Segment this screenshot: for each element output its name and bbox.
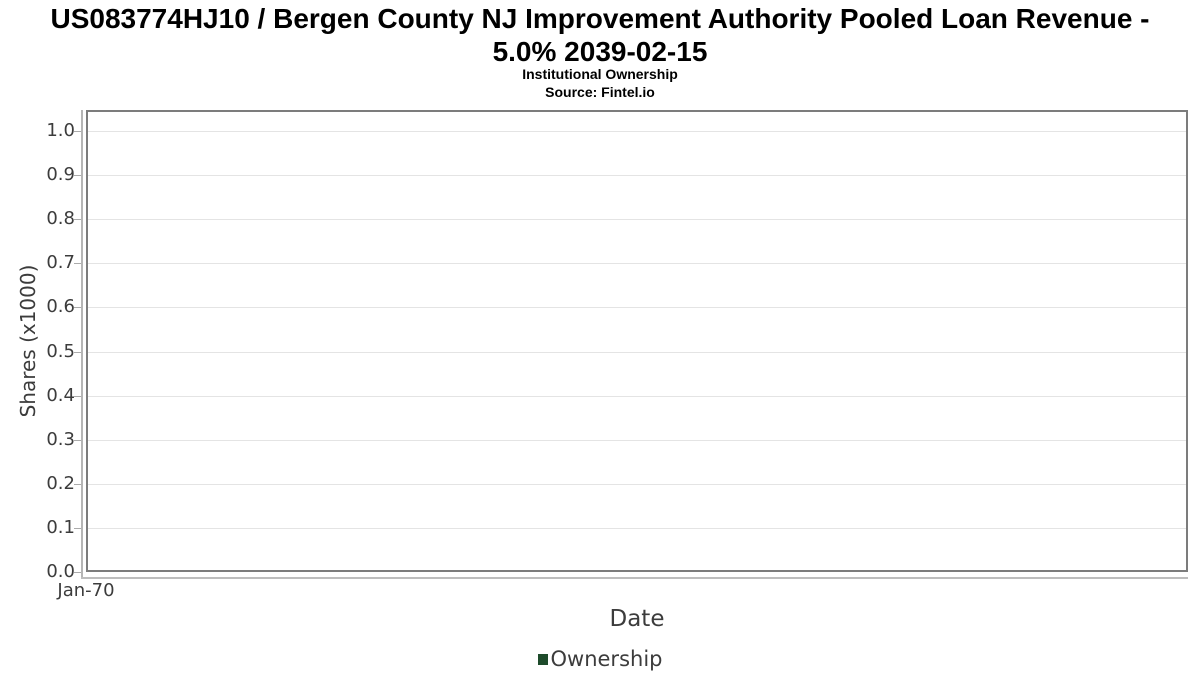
gridline-y-0.6: [88, 307, 1186, 308]
gridline-y-0.2: [88, 484, 1186, 485]
y-tick-label-0.0: 0.0: [46, 561, 75, 582]
chart-title-line1: US083774HJ10 / Bergen County NJ Improvem…: [50, 3, 1150, 34]
y-tick-mark-0.9: [74, 175, 81, 176]
y-tick-label-0.7: 0.7: [46, 252, 75, 273]
y-tick-mark-0.0: [74, 572, 81, 573]
plot-area: [86, 110, 1188, 572]
y-axis-line: [81, 110, 83, 578]
gridline-y-0.8: [88, 219, 1186, 220]
y-tick-mark-0.6: [74, 307, 81, 308]
y-tick-label-0.2: 0.2: [46, 473, 75, 494]
x-tick-label: Jan-70: [57, 580, 115, 601]
y-tick-label-0.1: 0.1: [46, 517, 75, 538]
y-tick-mark-0.5: [74, 352, 81, 353]
y-tick-label-0.5: 0.5: [46, 341, 75, 362]
chart-subtitle: Institutional Ownership: [522, 66, 678, 82]
legend-label-ownership: Ownership: [550, 647, 663, 671]
x-axis-line: [81, 577, 1188, 579]
x-axis-title: Date: [609, 606, 665, 632]
y-tick-mark-0.7: [74, 263, 81, 264]
chart-title-line2: 5.0% 2039-02-15: [492, 36, 708, 67]
gridline-y-0.3: [88, 440, 1186, 441]
legend: Ownership: [0, 645, 1200, 673]
chart-title: US083774HJ10 / Bergen County NJ Improvem…: [0, 2, 1200, 68]
y-tick-label-1.0: 1.0: [46, 120, 75, 141]
y-tick-label-0.9: 0.9: [46, 164, 75, 185]
y-tick-mark-0.3: [74, 440, 81, 441]
y-tick-label-0.3: 0.3: [46, 429, 75, 450]
y-tick-label-0.6: 0.6: [46, 296, 75, 317]
y-tick-label-0.4: 0.4: [46, 385, 75, 406]
gridline-y-0.4: [88, 396, 1186, 397]
legend-swatch-ownership: [537, 653, 548, 665]
y-tick-mark-0.4: [74, 396, 81, 397]
y-axis-title: Shares (x1000): [16, 264, 40, 418]
y-tick-label-0.8: 0.8: [46, 208, 75, 229]
gridline-y-0.1: [88, 528, 1186, 529]
y-tick-mark-0.2: [74, 484, 81, 485]
gridline-y-0.5: [88, 352, 1186, 353]
gridline-y-1.0: [88, 131, 1186, 132]
gridline-y-0.7: [88, 263, 1186, 264]
y-tick-mark-0.1: [74, 528, 81, 529]
y-tick-mark-1.0: [74, 131, 81, 132]
chart-source-label: Source: Fintel.io: [545, 84, 655, 100]
y-tick-mark-0.8: [74, 219, 81, 220]
gridline-y-0.9: [88, 175, 1186, 176]
